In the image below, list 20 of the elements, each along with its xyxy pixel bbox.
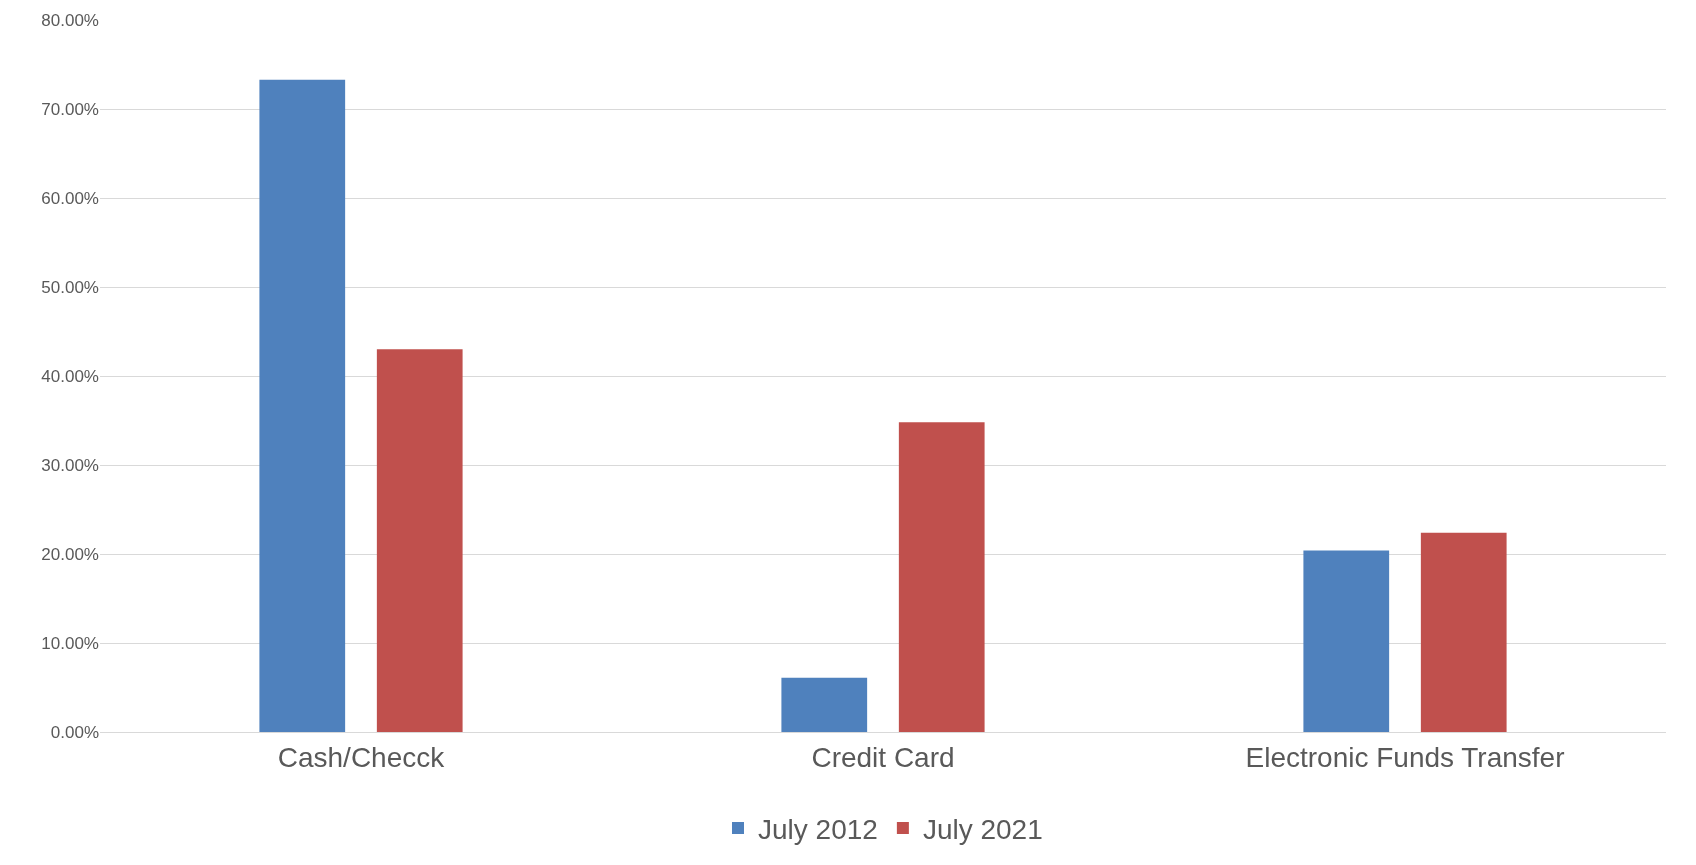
x-tick-label: Cash/Checck bbox=[277, 741, 446, 773]
y-tick-label: 30.00% bbox=[41, 455, 99, 475]
bar bbox=[1420, 532, 1507, 732]
y-tick-label: 40.00% bbox=[41, 366, 99, 386]
y-tick-label: 50.00% bbox=[41, 277, 99, 297]
legend-label: July 2012 bbox=[758, 813, 878, 845]
bar bbox=[781, 677, 868, 732]
y-tick-label: 60.00% bbox=[41, 188, 99, 208]
y-tick-label: 20.00% bbox=[41, 544, 99, 564]
x-tick-label: Credit Card bbox=[811, 741, 955, 773]
y-tick-label: 80.00% bbox=[41, 10, 99, 30]
y-tick-label: 0.00% bbox=[50, 722, 99, 742]
bar bbox=[898, 422, 985, 732]
y-tick-label: 10.00% bbox=[41, 633, 99, 653]
bar bbox=[259, 79, 346, 732]
y-tick-label: 70.00% bbox=[41, 99, 99, 119]
bar bbox=[1303, 550, 1390, 732]
bar bbox=[376, 349, 463, 732]
legend-label: July 2021 bbox=[922, 813, 1043, 845]
x-tick-label: Electronic Funds Transfer bbox=[1245, 741, 1565, 773]
